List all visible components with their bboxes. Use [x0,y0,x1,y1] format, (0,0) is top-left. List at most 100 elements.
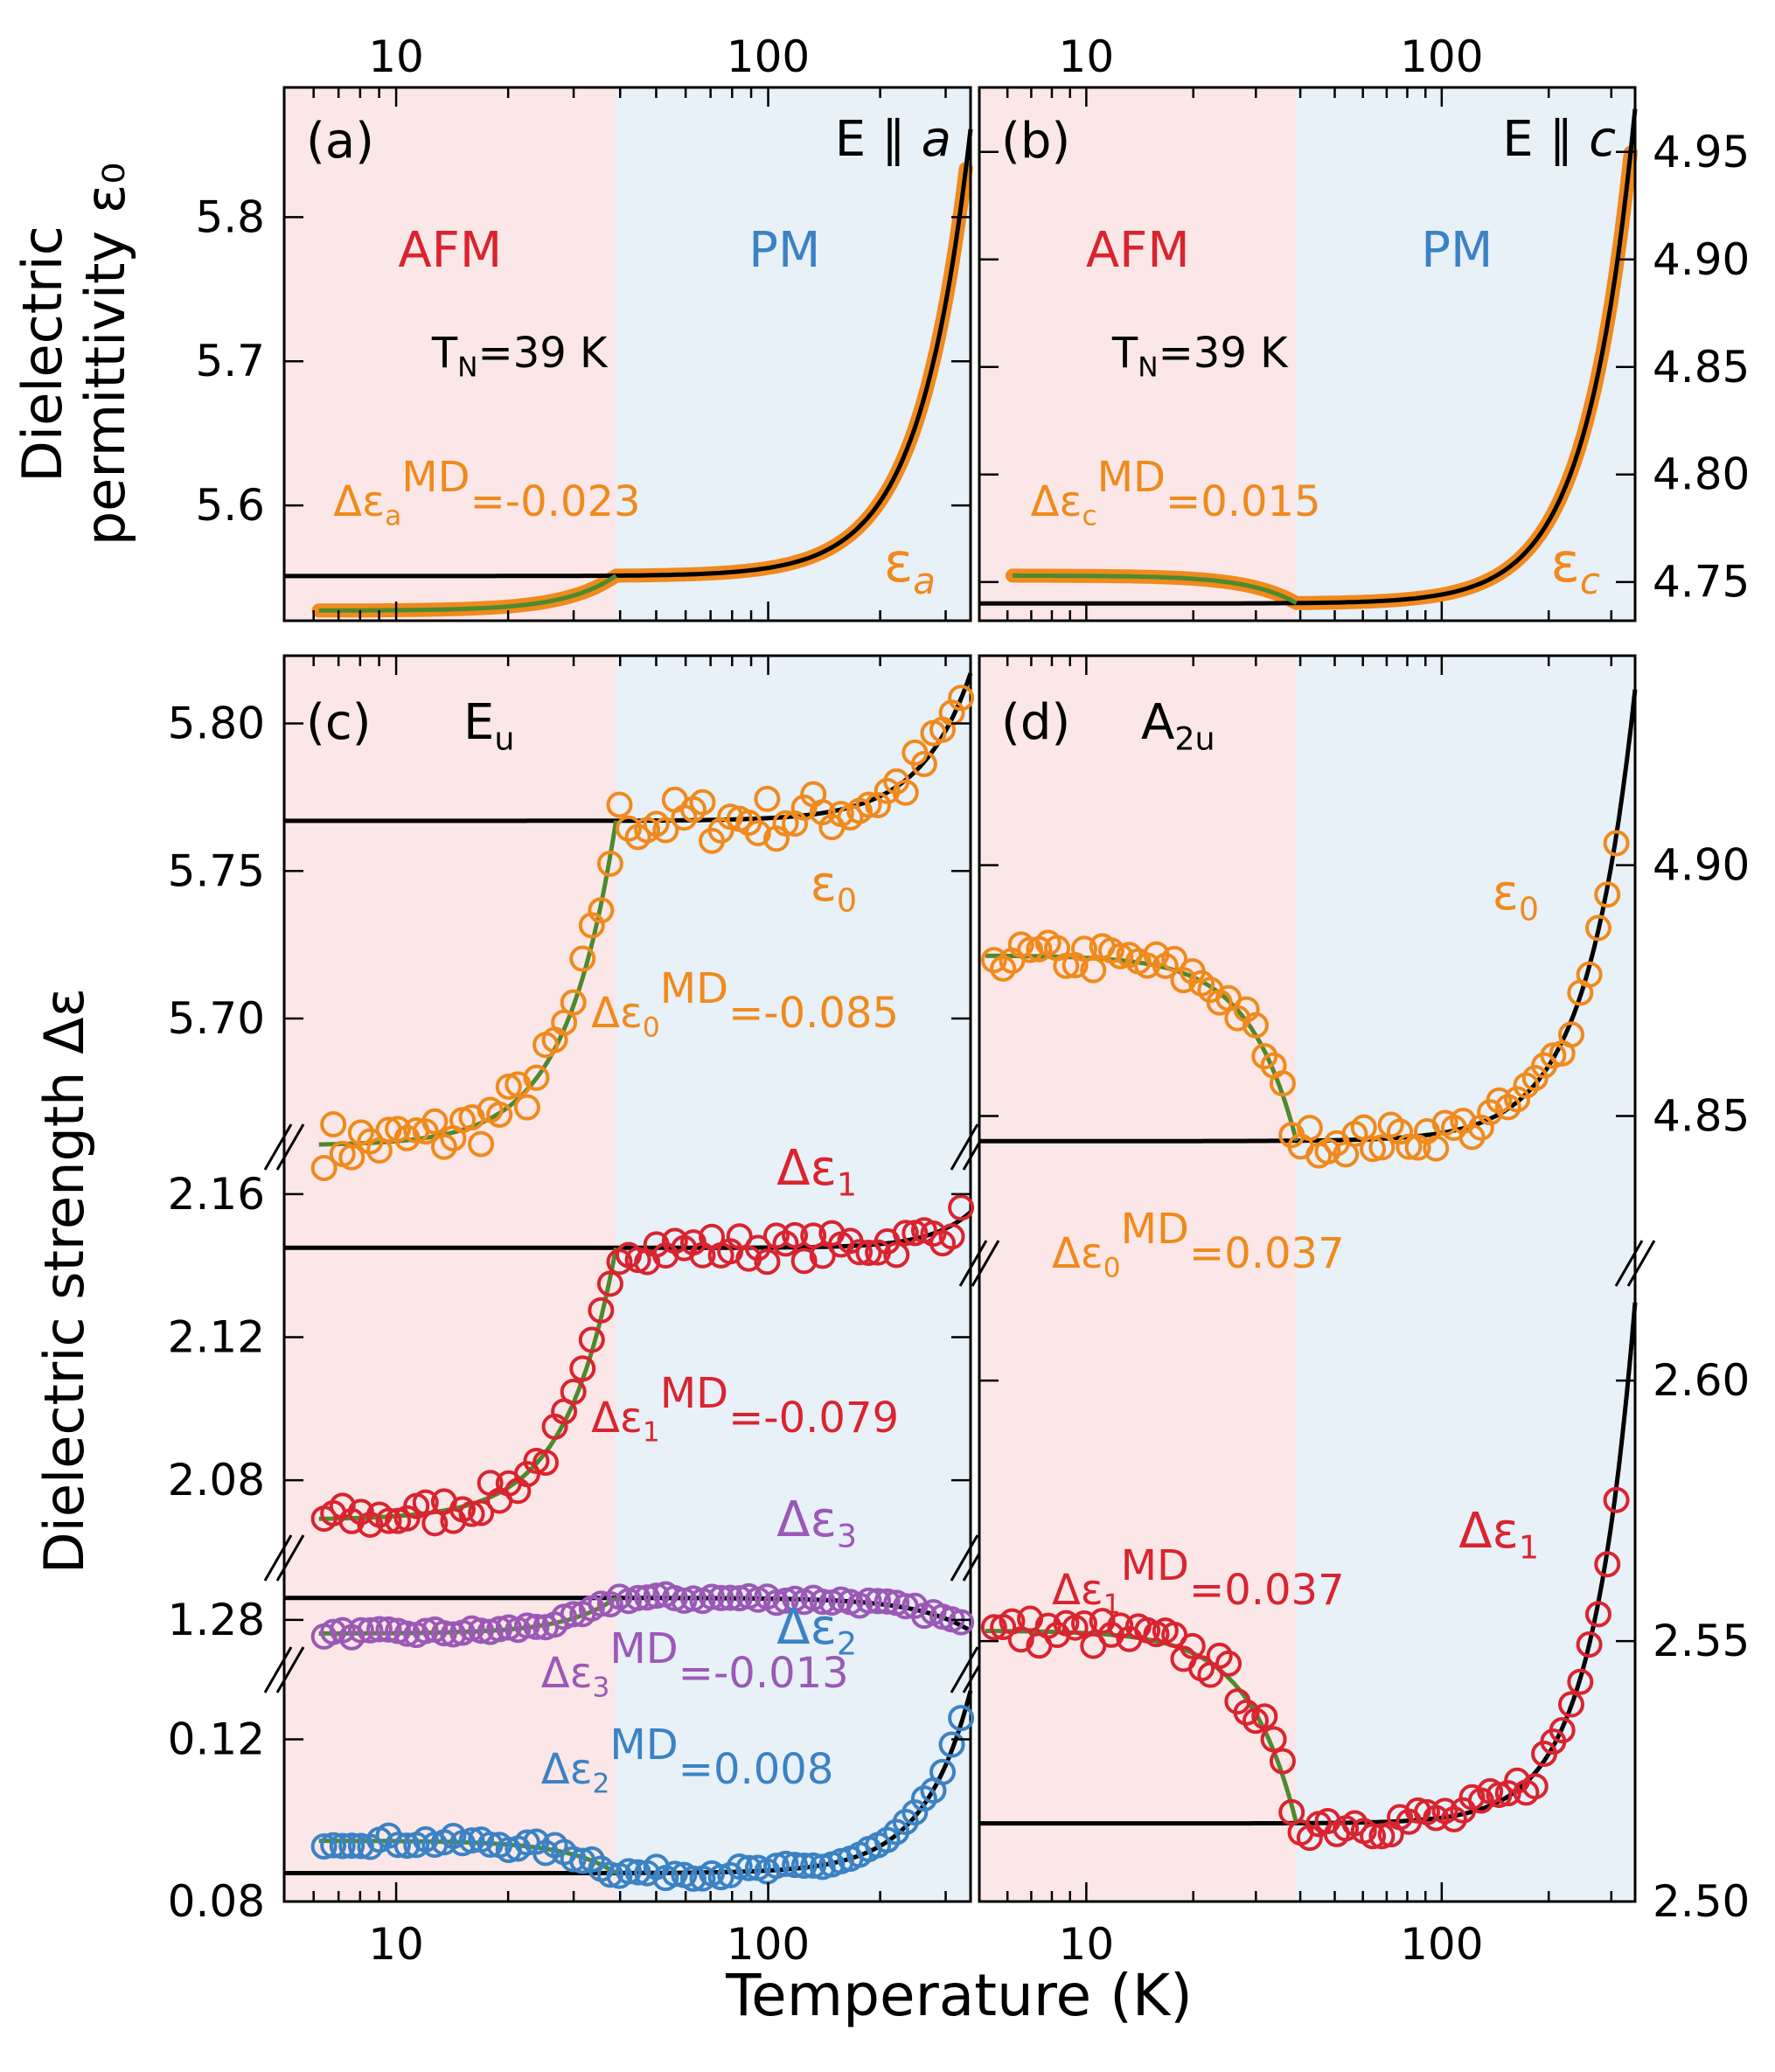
panel-c-3-data-point [634,1584,661,1611]
y-axis-title-bottom-text: Dielectric strength Δε [32,988,96,1574]
axis-break-line [1614,1240,1644,1287]
panel-a-pm-region [616,87,971,621]
panel-d-0-data-point [1584,914,1611,942]
panel-d-0-data-point [1458,1123,1486,1151]
panel-b-pm-fit [979,108,1638,606]
panel-d-md-label-1: Δε1MD=0.037 [1052,1541,1345,1620]
panel-c-2-data [310,1705,975,1892]
panel-d-0-data-point [1242,1012,1269,1039]
panel-d-1-data-point [1233,1699,1260,1726]
y-tick-label: 2.16 [168,1169,265,1220]
panel-d-1-data-point [1584,1601,1611,1628]
panel-c-md-label-3: Δε2MD=0.008 [541,1721,834,1799]
panel-b-symbol: εc [1550,531,1600,602]
panel-c-0-data-point [865,791,892,818]
panel-d-1-data-point [1107,1612,1134,1639]
x-tick-label: 100 [727,1919,810,1970]
y-tick-label: 5.8 [195,191,265,242]
panel-d-1-data-point [1251,1703,1278,1730]
panel-c-0-data [310,685,975,1181]
panel-c-2-data-point [560,1846,587,1873]
panel-d-0-data-point [1170,967,1197,994]
y-tick-label: 4.95 [1653,127,1750,177]
x-tick-label: 100 [1400,1919,1483,1970]
panel-c-break-3 [263,1646,305,1693]
panel-c-3-data-point [699,1583,726,1610]
panel-d-series-symbol-0: ε0 [1493,865,1539,928]
panel-c-2-data-point [679,1865,707,1892]
panel-c-0-data-point [310,1154,338,1181]
panel-c-0-data-point [357,1128,384,1155]
panel-c-3-data-point [412,1617,439,1644]
panel-c-0-data-point [569,945,596,972]
panel-d-label: (d) [1001,694,1070,751]
panel-b-tn-label: TN=39 K [1111,329,1289,384]
panel-c-series-1-y-ticks: 2.08 2.12 2.16 [168,1169,971,1505]
axis-break-line [971,1240,1000,1287]
panel-c-label: (c) [306,694,371,751]
panel-c-series-symbol-0: ε0 [811,856,857,919]
axis-break-line [275,1646,305,1693]
x-tick-label-top: 10 [1059,31,1115,82]
panel-c-2-data-point [762,1853,790,1880]
panel-c-1-data-point [532,1449,560,1476]
panel-b-label: (b) [1001,113,1070,170]
panel-d-1-data-point [1296,1825,1323,1852]
panel-a-pm-label: PM [748,222,820,279]
y-tick-label: 4.80 [1653,449,1750,500]
panel-d-0-data-point [1576,961,1603,988]
panel-d-mode-label: A2u [1141,694,1215,757]
panel-d-md-label-0: Δε0MD=0.037 [1052,1205,1345,1283]
panel-c-2-data-point [310,1833,338,1860]
panel-d-bg [979,656,1635,1902]
panel-d-1-data-point [1567,1668,1594,1695]
panel-c-3-data-point [855,1587,882,1614]
panel-c-3-data-point [643,1582,670,1610]
y-tick-label: 4.85 [1653,342,1750,393]
panel-c-0-data-point [892,779,919,806]
panel-c-0-data-point [754,785,781,812]
panel-d-0-data-point [1603,830,1630,857]
panel-c-3-data-point [809,1589,836,1616]
panel-d-0-data-point [1107,942,1134,970]
panel-d-break-r [1614,1240,1656,1287]
panel-d-frame [978,654,1637,1903]
panel-d-break [958,1240,1000,1287]
panel-d-1-data-point [1576,1631,1603,1658]
panel-c-2-data-point [320,1832,347,1859]
panel-c-1-data-point [375,1507,402,1534]
panel-b-md-label: ΔεcMD=0.015 [1031,453,1321,532]
panel-c-1-data-point [938,1223,965,1250]
panel-c-0-data-point [606,791,633,818]
panel-d-1-data-point [1603,1486,1630,1513]
panel-a-fit-curves [284,129,973,613]
panel-c-1-data-point [846,1239,873,1266]
panel-c-0-data-point [707,817,734,844]
panel-d-x-ticks: 10 100 [978,656,1613,1970]
y-axis-title-top: Dielectric permittivity ε₀ [10,163,137,546]
panel-c-3-data-point [948,1609,975,1636]
panel-c-1-data-point [338,1507,365,1534]
panel-c-2-data-point [329,1832,356,1860]
panel-a-afm-label: AFM [398,222,502,279]
panel-d-0-data-point [1423,1135,1450,1162]
panel-b-x-ticks: 10 100 [978,31,1613,621]
panel-c-series-symbol-2: Δε3 [776,1491,857,1554]
panel-c-0-data-point [486,1101,513,1128]
y-tick-label: 5.7 [195,336,265,386]
panel-c-0-data-point [652,817,679,844]
panel-d-1-data-point [1486,1782,1513,1809]
panel-c-3-data-point [513,1612,540,1639]
panel-d-afm-region [979,656,1297,1902]
x-tick-label-top: 10 [368,31,424,82]
panel-c-2-data-point [616,1858,643,1885]
panel-c-1-data [310,1194,975,1538]
y-axis-title-bottom: Dielectric strength Δε [32,988,96,1574]
y-tick-label: 2.08 [168,1455,265,1505]
panel-c-0-data-point [468,1130,495,1158]
y-tick-label: 4.90 [1653,234,1750,285]
panel-c-0-data-point [744,819,771,846]
panel-d-1-data-point [1360,1823,1387,1850]
panel-a-bg [284,87,971,621]
panel-d-0-data-point [1296,1115,1323,1142]
